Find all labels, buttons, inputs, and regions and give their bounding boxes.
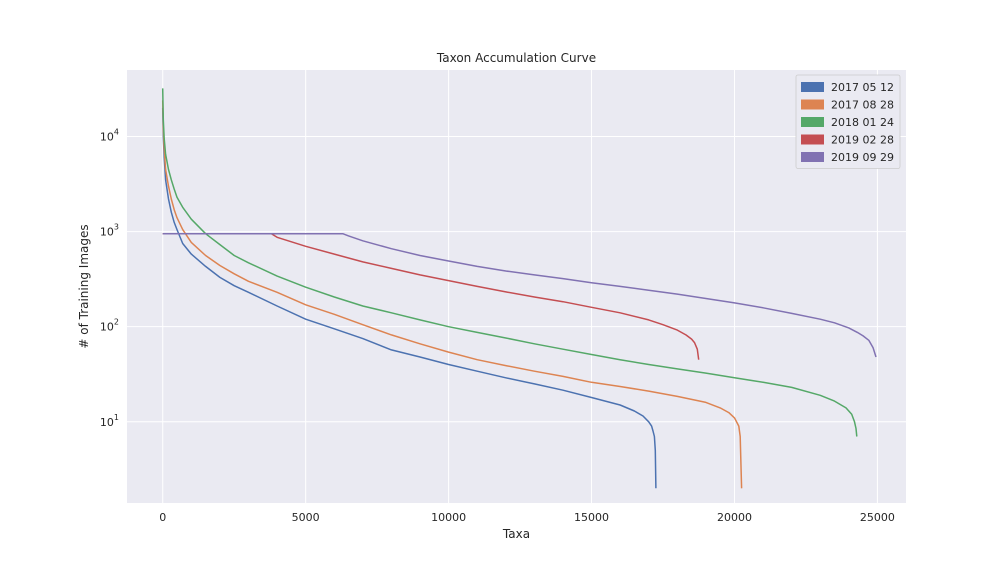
- legend-swatch: [801, 99, 824, 110]
- legend-label: 2017 05 12: [831, 81, 894, 94]
- legend-label: 2019 09 29: [831, 151, 894, 164]
- x-tick-label: 10000: [431, 511, 466, 524]
- legend-swatch: [801, 152, 824, 162]
- y-axis-label: # of Training Images: [77, 224, 91, 348]
- plot-area: [127, 70, 906, 503]
- x-axis-label: Taxa: [502, 527, 530, 541]
- legend-swatch: [801, 82, 824, 92]
- legend-box: [795, 74, 901, 169]
- chart-title: Taxon Accumulation Curve: [436, 51, 596, 65]
- series-line-2: [161, 100, 743, 489]
- legend-label: 2017 08 28: [831, 99, 894, 112]
- series-lines: [161, 88, 877, 489]
- legend-swatch: [801, 117, 824, 127]
- x-axis: 0 5000 10000 15000 20000 25000: [159, 511, 895, 524]
- y-tick-label: 102: [100, 318, 119, 334]
- legend-swatch: [801, 134, 824, 145]
- x-tick-label: 0: [159, 511, 166, 524]
- series-line-5: [162, 232, 877, 358]
- series-line-3: [161, 88, 858, 437]
- y-axis: 101 102 103 104: [100, 127, 119, 428]
- legend-label: 2019 02 28: [831, 134, 894, 147]
- x-tick-label: 25000: [860, 511, 895, 524]
- y-tick-label: 101: [100, 413, 119, 429]
- series-line-4: [162, 232, 700, 360]
- y-tick-label: 104: [100, 127, 119, 143]
- x-tick-label: 20000: [717, 511, 752, 524]
- legend: 2017 05 12 2017 08 28 2018 01 24 2019 02 28…: [795, 74, 901, 169]
- legend-label: 2018 01 24: [831, 116, 894, 129]
- y-tick-label: 103: [100, 223, 119, 239]
- x-tick-label: 15000: [574, 511, 609, 524]
- series-line-1: [161, 107, 657, 489]
- x-tick-label: 5000: [292, 511, 320, 524]
